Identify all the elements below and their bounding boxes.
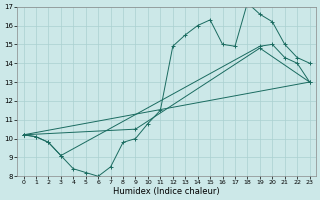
X-axis label: Humidex (Indice chaleur): Humidex (Indice chaleur): [113, 187, 220, 196]
